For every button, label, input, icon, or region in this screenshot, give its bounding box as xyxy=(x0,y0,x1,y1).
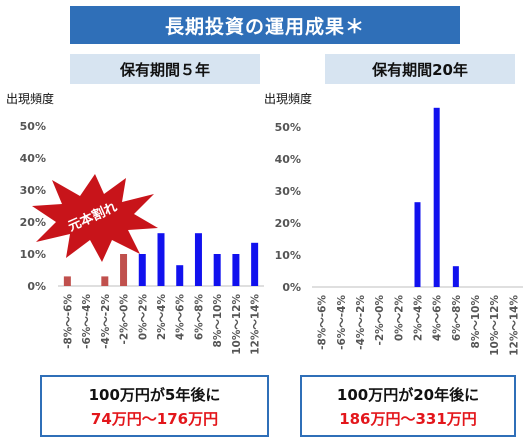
x-tick-label: 6%～8% xyxy=(451,295,463,342)
x-tick-label: -4%～-2% xyxy=(355,295,367,350)
x-tick-label: 6%～8% xyxy=(193,294,205,341)
x-tick-label: 10%～12% xyxy=(231,294,243,355)
bar xyxy=(194,233,202,286)
bar xyxy=(414,202,421,287)
bar xyxy=(120,254,128,286)
x-tick-label: -2%～0% xyxy=(374,295,386,346)
result-right-line1: 100万円が20年後に xyxy=(336,385,480,404)
bar xyxy=(452,266,459,287)
result-box-left: 100万円が5年後に 74万円～176万円 xyxy=(40,375,269,437)
callout-burst xyxy=(32,174,158,262)
chart-left-title: 保有期間５年 xyxy=(70,54,260,84)
chart-right: 0% 10% 20% 30% 40% 50% -8%～-6% -6%～-4% -4%～-2% -2… xyxy=(275,107,523,356)
x-tick-label: 4%～6% xyxy=(432,295,444,342)
result-right-line2: 186万円～331万円 xyxy=(339,409,477,428)
x-tick-label: 10%～12% xyxy=(489,295,501,356)
y-tick-label: 20% xyxy=(275,217,301,230)
chart-right-ylabel: 出現頻度 xyxy=(264,92,313,106)
x-tick-label: 2%～4% xyxy=(156,294,168,341)
bar xyxy=(232,254,240,286)
y-tick-label: 0% xyxy=(27,280,46,293)
x-tick-label: 8%～10% xyxy=(470,295,482,349)
x-tick-label: 4%～6% xyxy=(175,294,187,341)
result-box-right: 100万円が20年後に 186万円～331万円 xyxy=(300,375,516,437)
y-tick-label: 20% xyxy=(20,216,46,229)
bar xyxy=(101,276,109,286)
x-tick-label: 2%～4% xyxy=(413,295,425,342)
y-tick-label: 0% xyxy=(282,281,301,294)
result-left-line1: 100万円が5年後に xyxy=(88,385,221,404)
bar xyxy=(176,265,184,286)
y-tick-label: 40% xyxy=(20,152,46,165)
x-tick-label: -4%～-2% xyxy=(100,294,112,349)
x-tick-label: -8%～-6% xyxy=(317,295,329,350)
y-tick-label: 50% xyxy=(20,120,46,133)
y-tick-label: 30% xyxy=(20,184,46,197)
y-tick-label: 10% xyxy=(20,248,46,261)
bar xyxy=(213,254,221,286)
chart-right-title: 保有期間20年 xyxy=(325,54,515,84)
x-tick-label: 0%～2% xyxy=(393,295,405,342)
y-tick-label: 30% xyxy=(275,185,301,198)
result-left-line2: 74万円～176万円 xyxy=(90,409,219,428)
x-tick-label: 12%～14% xyxy=(508,295,520,356)
x-tick-label: 12%～14% xyxy=(250,294,262,355)
bar xyxy=(251,242,259,286)
bar xyxy=(138,254,146,286)
x-tick-label: -6%～-4% xyxy=(81,294,93,349)
x-tick-label: 8%～10% xyxy=(212,294,224,348)
bar xyxy=(63,276,71,286)
x-tick-label: -2%～0% xyxy=(119,294,131,345)
x-tick-label: -8%～-6% xyxy=(62,294,74,349)
y-tick-label: 10% xyxy=(275,249,301,262)
y-tick-label: 40% xyxy=(275,153,301,166)
page-title: 長期投資の運用成果＊ xyxy=(70,6,460,44)
chart-left-ylabel: 出現頻度 xyxy=(6,92,55,106)
bar xyxy=(433,107,440,287)
y-tick-label: 50% xyxy=(275,121,301,134)
x-tick-label: -6%～-4% xyxy=(336,295,348,350)
x-tick-label: 0%～2% xyxy=(137,294,149,341)
bar xyxy=(157,233,165,286)
chart-left: 0% 10% 20% 30% 40% 50% -8%～-6% -6%～-4% -4%～-2% -2… xyxy=(20,120,264,355)
